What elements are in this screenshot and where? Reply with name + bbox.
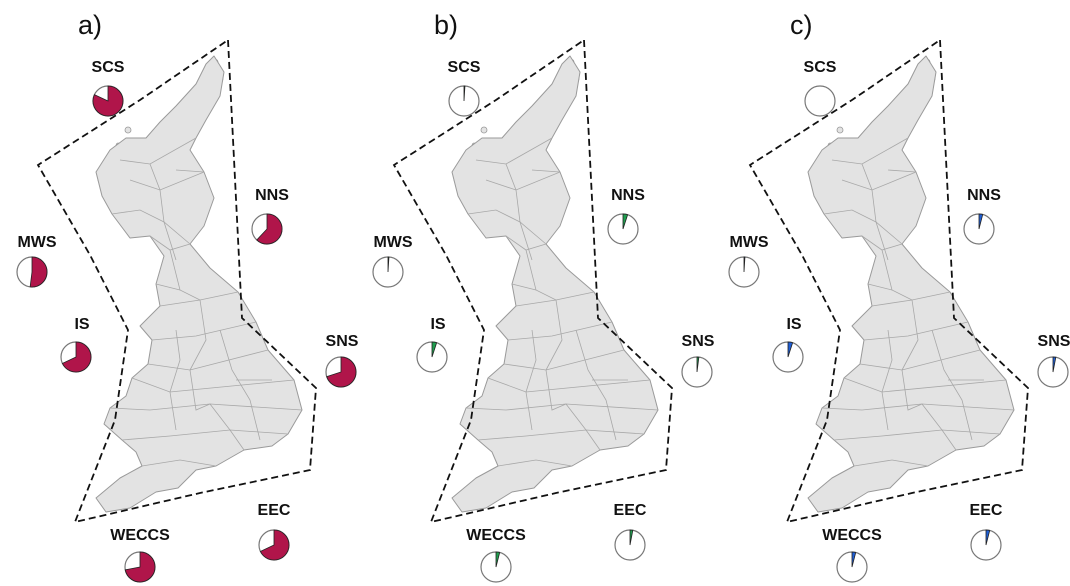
region-label: EEC [970,502,1003,519]
region-is: IS [772,316,804,373]
region-nns: NNS [607,187,645,245]
region-scs: SCS [804,59,837,117]
region-mws: MWS [728,234,769,288]
region-nns: NNS [251,187,289,245]
pie-chart-outline [804,85,836,117]
region-label: MWS [729,234,768,251]
panel-a: a) SCS NNS MWS IS SNS EEC WECCS [16,10,359,583]
region-weccs: WECCS [822,527,882,583]
panel-b: b) SCS NNS MWS IS SNS EEC WECCS [372,10,715,583]
pie-wedge [256,213,283,245]
panel-label: c) [790,10,813,40]
pie-wedge [1052,356,1057,373]
region-label: SNS [326,333,359,350]
pie-wedge [259,529,290,561]
region-eec: EEC [970,502,1003,561]
region-label: WECCS [466,527,526,544]
region-label: SNS [682,333,715,350]
region-label: WECCS [110,527,170,544]
region-sns: SNS [325,333,359,388]
region-label: SNS [1038,333,1070,350]
region-eec: EEC [614,502,647,561]
region-label: NNS [611,187,645,204]
region-is: IS [416,316,448,373]
pie-wedge [61,341,92,373]
region-label: SCS [448,59,481,76]
great-britain-landmass [451,55,659,513]
region-eec: EEC [258,502,291,561]
pie-wedge [495,551,501,568]
pie-wedge [326,356,357,388]
pie-wedge [696,356,700,373]
region-mws: MWS [16,234,57,288]
pie-wedge [851,551,857,568]
pie-wedge [387,256,390,273]
region-label: MWS [17,234,56,251]
region-scs: SCS [448,59,481,117]
study-area-boundary [36,38,317,524]
great-britain-landmass [95,55,303,513]
great-britain-landmass [807,55,1015,513]
pie-wedge [985,529,991,546]
region-label: IS [430,316,445,333]
region-label: MWS [373,234,412,251]
panel-label: b) [434,10,458,40]
pie-wedge [431,341,438,358]
region-weccs: WECCS [466,527,526,583]
region-label: IS [74,316,89,333]
pie-wedge [629,529,634,546]
region-label: NNS [967,187,1001,204]
pie-wedge [622,213,629,230]
pie-wedge [92,85,124,117]
county-boundaries [109,137,303,467]
region-label: SCS [804,59,837,76]
region-weccs: WECCS [110,527,170,583]
region-is: IS [60,316,92,373]
pie-wedge [124,551,156,583]
pie-wedge [978,213,984,230]
region-label: EEC [258,502,291,519]
panel-c: c) SCS NNS MWS IS SNS EEC WECCS [728,10,1070,583]
county-boundaries [821,137,1015,467]
region-sns: SNS [681,333,715,388]
pie-wedge [743,256,746,273]
study-area-boundary [748,38,1029,524]
panel-label: a) [78,10,102,40]
region-mws: MWS [372,234,413,288]
region-nns: NNS [963,187,1001,245]
region-scs: SCS [92,59,125,117]
region-label: NNS [255,187,289,204]
pie-wedge [787,341,794,358]
region-label: IS [786,316,801,333]
pie-wedge [29,256,48,288]
region-label: EEC [614,502,647,519]
study-area-boundary [392,38,673,524]
region-label: SCS [92,59,125,76]
region-label: WECCS [822,527,882,544]
region-sns: SNS [1037,333,1070,388]
county-boundaries [465,137,659,467]
pie-wedge [463,85,466,102]
